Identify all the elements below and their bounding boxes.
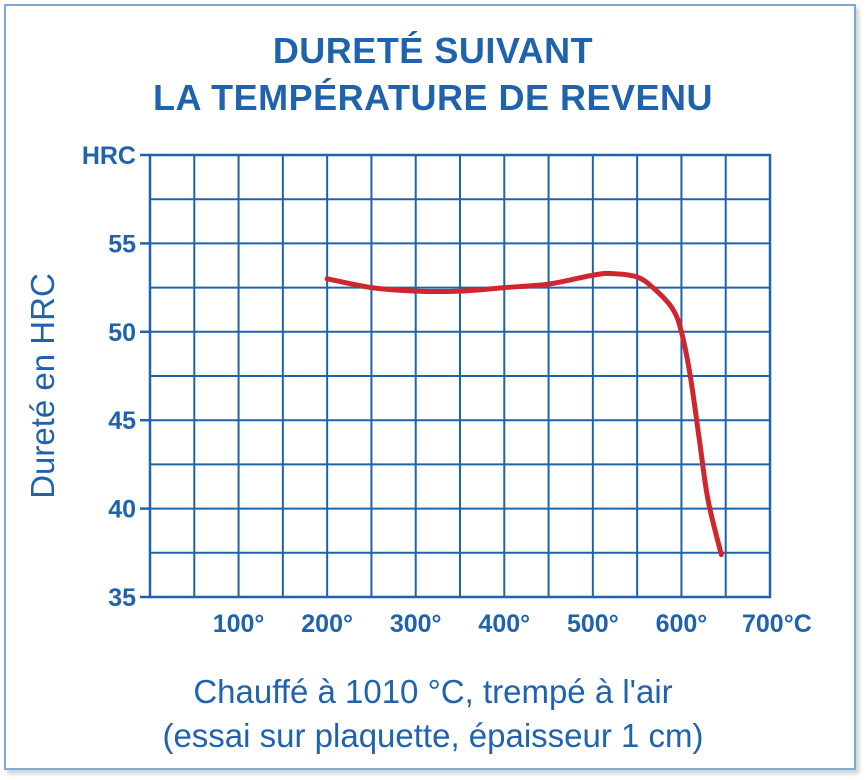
x-tick-label: 300° — [390, 610, 442, 638]
series-line-hardness — [324, 270, 724, 558]
y-tick-label: 40 — [108, 496, 136, 524]
chart-frame — [4, 4, 856, 770]
x-tick-label: 700°C — [742, 610, 812, 638]
chart-caption-line-2: (essai sur plaquette, épaisseur 1 cm) — [162, 717, 704, 754]
plot-border — [148, 153, 772, 599]
chart-caption-line-1: Chauffé à 1010 °C, trempé à l'air — [193, 673, 673, 710]
x-tick-label: 100° — [213, 610, 265, 638]
y-tick-label: 45 — [108, 407, 136, 435]
chart-title-line-2: LA TEMPÉRATURE DE REVENU — [152, 77, 714, 118]
y-tick-label: 55 — [108, 230, 136, 258]
y-tick-label: 50 — [108, 319, 136, 347]
x-tick-label: 400° — [478, 610, 530, 638]
y-axis-title: Dureté en HRC — [24, 273, 61, 499]
x-tick-label: 600° — [656, 610, 708, 638]
x-tick-label: 200° — [301, 610, 353, 638]
y-tick-label: 35 — [108, 584, 136, 612]
y-tick-label: HRC — [82, 142, 136, 170]
x-tick-label: 500° — [567, 610, 619, 638]
chart-title-line-1: DURETÉ SUIVANT — [272, 30, 594, 71]
